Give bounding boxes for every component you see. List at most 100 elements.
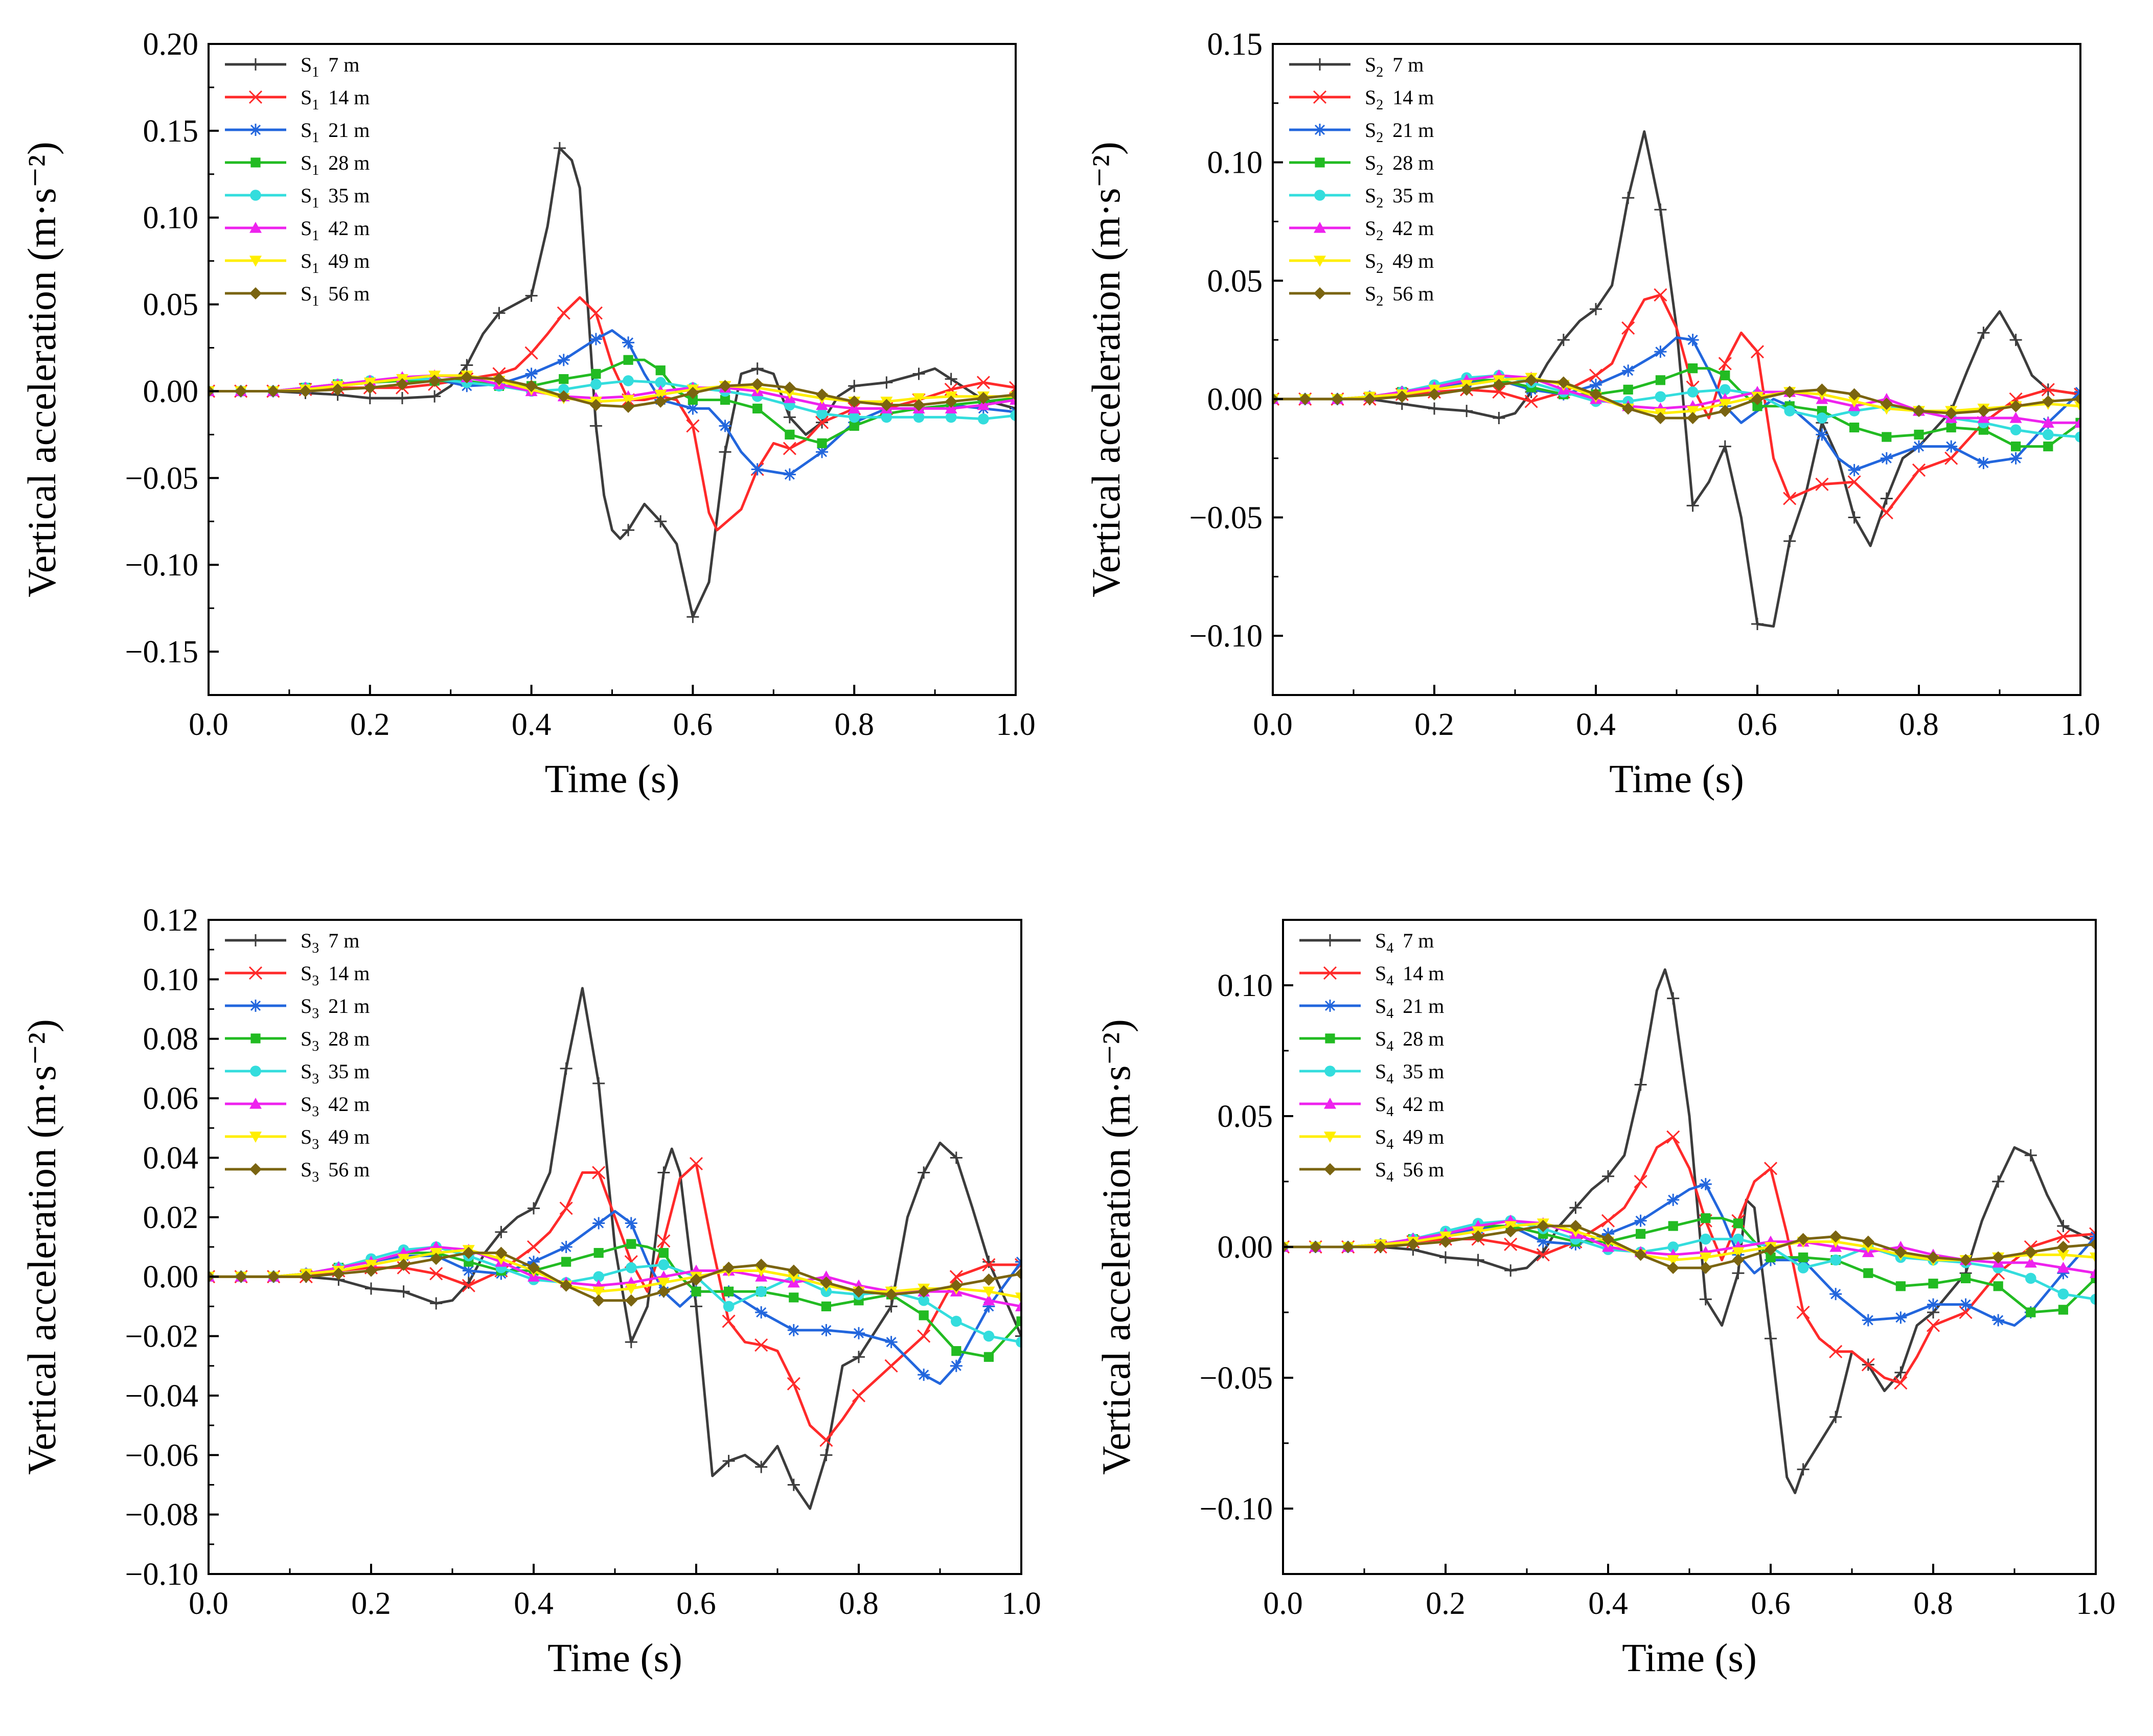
data-point — [462, 1279, 475, 1292]
data-point — [553, 142, 566, 154]
data-point — [1848, 388, 1861, 401]
data-point — [817, 438, 827, 448]
data-point — [235, 385, 247, 398]
data-point — [1699, 1252, 1712, 1264]
legend-label: S3 28 m — [301, 1027, 370, 1054]
series-s1-56-m — [209, 371, 1016, 413]
y-axis-title: Vertical acceleration (m·s⁻²) — [19, 142, 64, 597]
data-point — [1816, 428, 1828, 441]
legend-item: S3 21 m — [225, 994, 370, 1022]
data-point — [789, 1292, 799, 1303]
data-point — [1492, 385, 1506, 399]
data-point — [982, 1274, 995, 1286]
y-tick-label: 0.05 — [1218, 1099, 1273, 1134]
data-point — [1504, 1237, 1518, 1251]
legend-label: S3 42 m — [301, 1093, 370, 1120]
data-point — [2075, 431, 2080, 443]
data-point — [1752, 401, 1762, 411]
data-point — [2057, 1261, 2070, 1273]
data-point — [751, 362, 764, 375]
legend-marker — [1324, 1163, 1336, 1175]
data-point — [1959, 1298, 1972, 1311]
data-point — [622, 395, 635, 406]
data-point — [1015, 1330, 1021, 1342]
data-point — [1504, 1225, 1517, 1238]
data-point — [853, 1285, 865, 1298]
data-point — [396, 392, 408, 405]
data-point — [1928, 1279, 1938, 1289]
data-point — [787, 1271, 800, 1283]
x-tick-label: 0.0 — [189, 1586, 228, 1621]
legend-item: S3 28 m — [225, 1027, 370, 1054]
legend-item: S4 56 m — [1299, 1158, 1444, 1185]
series-line — [209, 296, 1016, 531]
data-point — [658, 1259, 670, 1270]
x-tick-label: 0.4 — [512, 707, 552, 742]
data-point — [819, 1433, 833, 1447]
data-point — [816, 408, 828, 420]
data-point — [1733, 1218, 1743, 1229]
data-point — [1557, 376, 1570, 389]
legend-label: S2 28 m — [1365, 151, 1434, 178]
x-tick-label: 0.6 — [1737, 707, 1777, 742]
y-tick-label: −0.05 — [1200, 1361, 1273, 1396]
data-point — [2009, 452, 2022, 465]
data-point — [1751, 618, 1763, 631]
data-point — [787, 1377, 800, 1391]
data-point — [1015, 1267, 1021, 1280]
legend-marker — [250, 190, 261, 201]
x-axis-title: Time (s) — [547, 1635, 682, 1680]
data-point — [945, 373, 957, 385]
data-point — [1880, 506, 1893, 520]
x-tick-label: 0.2 — [351, 1586, 391, 1621]
legend-label: S4 28 m — [1375, 1027, 1444, 1054]
data-point — [1590, 379, 1602, 391]
data-point — [626, 1239, 636, 1249]
series-s2-21-m — [1273, 334, 2080, 476]
data-point — [559, 374, 569, 384]
data-point — [1880, 452, 1893, 465]
data-point — [880, 376, 893, 389]
data-point — [983, 1330, 995, 1342]
data-point — [2090, 1238, 2096, 1251]
data-point — [885, 1300, 898, 1313]
data-point — [1460, 383, 1473, 396]
y-tick-label: 0.00 — [143, 374, 199, 409]
data-point — [2090, 1267, 2096, 1278]
legend-item: S1 28 m — [225, 151, 370, 178]
legend-marker — [249, 222, 262, 233]
legend-item: S3 14 m — [225, 962, 370, 989]
legend-label: S3 14 m — [301, 962, 370, 989]
legend-label: S4 42 m — [1375, 1093, 1444, 1120]
data-point — [1861, 1358, 1875, 1372]
data-point — [1815, 477, 1829, 491]
data-point — [1880, 398, 1893, 410]
legend-item: S4 28 m — [1299, 1027, 1444, 1054]
data-point — [2057, 1220, 2070, 1233]
data-point — [722, 1454, 735, 1467]
legend-marker — [249, 1131, 262, 1143]
data-point — [1537, 1235, 1549, 1248]
data-point — [1848, 396, 1861, 408]
data-point — [919, 1310, 929, 1321]
legend-marker — [1324, 1098, 1336, 1109]
series-s4-14-m — [1283, 1130, 2096, 1390]
legend-label: S2 7 m — [1365, 53, 1424, 80]
legend-marker — [249, 58, 262, 71]
data-point — [2074, 401, 2080, 412]
data-point — [1894, 1376, 1908, 1390]
data-point — [1015, 1300, 1021, 1311]
y-tick-label: 0.04 — [143, 1141, 199, 1175]
y-tick-label: 0.10 — [143, 962, 199, 997]
legend-label: S3 21 m — [301, 994, 370, 1022]
data-point — [1927, 1298, 1939, 1311]
data-point — [2058, 1305, 2068, 1315]
data-point — [493, 307, 506, 319]
data-point — [951, 1346, 961, 1356]
data-point — [787, 1324, 800, 1336]
legend-item: S1 7 m — [225, 53, 359, 80]
data-point — [722, 1314, 736, 1328]
legend-marker — [1324, 934, 1336, 946]
y-tick-label: 0.06 — [143, 1081, 199, 1116]
data-point — [913, 411, 925, 423]
